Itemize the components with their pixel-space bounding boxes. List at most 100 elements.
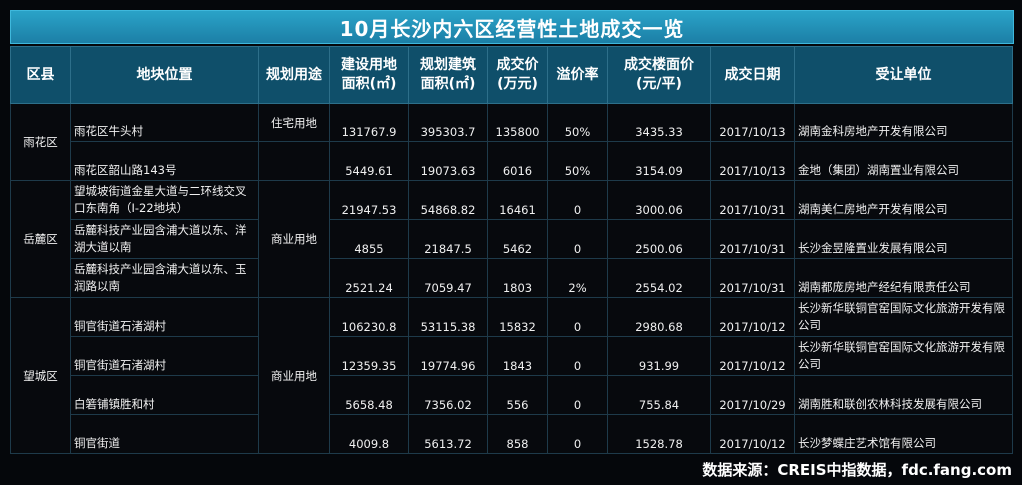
location-cell: 白箬铺镇胜和村 [70,375,259,415]
header-build-area: 规划建筑面积(㎡) [408,46,488,104]
date-cell: 2017/10/12 [710,297,795,337]
table-row: 望城区 铜官街道石渚湖村 商业用地 106230.8 53115.38 1583… [10,297,1013,454]
usage-cell-empty [258,141,330,181]
data-source-note: 数据来源：CREIS中指数据，fdc.fang.com [702,461,1012,479]
build-area-cell: 7059.47 [408,258,488,298]
price-cell: 556 [487,375,548,415]
floor-price-cell: 3435.33 [607,103,711,142]
header-district: 区县 [10,46,71,104]
site-area-cell: 131767.9 [329,103,409,142]
header-floor-price-line1: 成交楼面价 [624,57,694,73]
header-usage: 规划用途 [258,46,330,104]
site-area-cell: 106230.8 [329,297,409,337]
price-cell: 5462 [487,219,548,259]
table-row: 岳麓科技产业园含浦大道以东、洋湖大道以南 4855 21847.5 5462 0… [11,219,1013,259]
build-area-cell: 19073.63 [408,141,488,181]
location-cell: 铜官街道石渚湖村 [70,297,259,337]
district-cell: 雨花区 [10,103,71,181]
table-title: 10月长沙内六区经营性土地成交一览 [10,10,1014,44]
buyer-cell: 湖南都庞房地产经纪有限责任公司 [794,258,1013,298]
header-floor-price: 成交楼面价 (元/平) [607,46,711,104]
header-build-area-line1: 规划建筑 [420,57,476,73]
buyer-cell: 长沙梦蝶庄艺术馆有限公司 [794,414,1013,454]
header-location: 地块位置 [70,46,259,104]
location-cell: 雨花区牛头村 [70,103,259,142]
premium-cell: 50% [547,141,608,181]
buyer-cell: 湖南美仁房地产开发有限公司 [794,180,1013,220]
header-price-line1: 成交价 [496,57,539,73]
location-cell: 岳麓科技产业园含浦大道以东、洋湖大道以南 [70,219,259,259]
date-cell: 2017/10/13 [710,141,795,181]
date-cell: 2017/10/31 [710,180,795,220]
header-site-area: 建设用地 面积(㎡) [329,46,409,104]
premium-cell: 0 [547,414,608,454]
premium-cell: 0 [547,297,608,337]
premium-cell: 2% [547,258,608,298]
price-cell: 16461 [487,180,548,220]
site-area-cell: 4009.8 [329,414,409,454]
location-cell: 岳麓科技产业园含浦大道以东、玉润路以南 [70,258,259,298]
build-area-cell: 21847.5 [408,219,488,259]
district-cell: 望城区 [10,297,71,454]
table-row: 铜官街道石渚湖村 12359.35 19774.96 1843 0 931.99… [11,336,1013,376]
header-row: 区县 地块位置 规划用途 建设用地 面积(㎡) 规划建筑面积(㎡) 成交价 (万元)… [10,46,1013,104]
header-buyer: 受让单位 [794,46,1013,104]
header-site-area-line2: 面积(㎡) [341,76,397,92]
district-cell: 岳麓区 [10,180,71,298]
usage-cell: 住宅用地 [258,103,330,142]
usage-cell: 商业用地 [258,180,330,298]
buyer-cell: 湖南胜和联创农林科技发展有限公司 [794,375,1013,415]
floor-price-cell: 2500.06 [607,219,711,259]
floor-price-cell: 1528.78 [607,414,711,454]
build-area-cell: 7356.02 [408,375,488,415]
date-cell: 2017/10/12 [710,414,795,454]
header-premium: 溢价率 [547,46,608,104]
price-cell: 15832 [487,297,548,337]
site-area-cell: 2521.24 [329,258,409,298]
land-transaction-table: 区县 地块位置 规划用途 建设用地 面积(㎡) 规划建筑面积(㎡) 成交价 (万元)… [10,46,1013,454]
site-area-cell: 12359.35 [329,336,409,376]
table-row: 雨花区韶山路143号 5449.61 19073.63 6016 50% 315… [11,141,1013,181]
buyer-cell: 长沙金昱隆置业发展有限公司 [794,219,1013,259]
floor-price-cell: 2554.02 [607,258,711,298]
table-row: 白箬铺镇胜和村 5658.48 7356.02 556 0 755.84 201… [11,375,1013,415]
floor-price-cell: 931.99 [607,336,711,376]
site-area-cell: 5658.48 [329,375,409,415]
date-cell: 2017/10/12 [710,336,795,376]
site-area-cell: 4855 [329,219,409,259]
header-date: 成交日期 [710,46,795,104]
price-cell: 135800 [487,103,548,142]
date-cell: 2017/10/31 [710,258,795,298]
premium-cell: 0 [547,336,608,376]
premium-cell: 50% [547,103,608,142]
date-cell: 2017/10/29 [710,375,795,415]
build-area-cell: 5613.72 [408,414,488,454]
header-price: 成交价 (万元) [487,46,548,104]
location-cell: 铜官街道 [70,414,259,454]
header-price-line2: (万元) [497,76,538,92]
floor-price-cell: 755.84 [607,375,711,415]
header-floor-price-line2: (元/平) [636,76,682,92]
buyer-cell: 长沙新华联铜官窑国际文化旅游开发有限公司 [794,297,1013,337]
site-area-cell: 5449.61 [329,141,409,181]
floor-price-cell: 3000.06 [607,180,711,220]
location-cell: 铜官街道石渚湖村 [70,336,259,376]
header-build-area-line2: 面积(㎡) [420,76,476,92]
build-area-cell: 54868.82 [408,180,488,220]
premium-cell: 0 [547,219,608,259]
date-cell: 2017/10/31 [710,219,795,259]
premium-cell: 0 [547,180,608,220]
price-cell: 1803 [487,258,548,298]
buyer-cell: 长沙新华联铜官窑国际文化旅游开发有限公司 [794,336,1013,376]
table-row: 铜官街道 4009.8 5613.72 858 0 1528.78 2017/1… [11,414,1013,454]
build-area-cell: 53115.38 [408,297,488,337]
table-row: 岳麓区 望城坡街道金星大道与二环线交叉口东南角（I-22地块） 商业用地 219… [10,180,1013,298]
table-row: 雨花区 雨花区牛头村 住宅用地 131767.9 395303.7 135800… [10,103,1013,181]
location-cell: 雨花区韶山路143号 [70,141,259,181]
price-cell: 6016 [487,141,548,181]
date-cell: 2017/10/13 [710,103,795,142]
floor-price-cell: 2980.68 [607,297,711,337]
floor-price-cell: 3154.09 [607,141,711,181]
build-area-cell: 19774.96 [408,336,488,376]
table-row: 岳麓科技产业园含浦大道以东、玉润路以南 2521.24 7059.47 1803… [11,258,1013,298]
